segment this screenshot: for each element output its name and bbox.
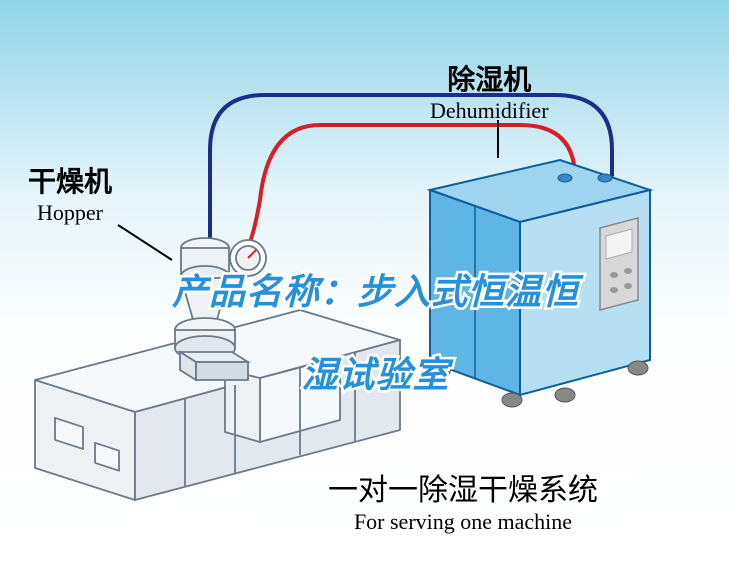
title-line1: 产品名称：步入式恒温恒 [172,271,579,312]
dehumidifier-label-en: Dehumidifier [430,98,549,124]
dehumidifier-label-cn: 除湿机 [430,58,549,98]
system-caption-en: For serving one machine [328,509,598,535]
system-caption-cn: 一对一除湿干燥系统 [328,465,598,509]
dehumidifier-label: 除湿机 Dehumidifier [430,58,549,124]
hopper-label: 干燥机 Hopper [28,160,112,226]
system-caption: 一对一除湿干燥系统 For serving one machine [328,465,598,535]
title-overlay: 产品名称：步入式恒温恒 湿试验室 [150,230,579,396]
hopper-label-cn: 干燥机 [28,160,112,200]
title-line2: 湿试验室 [302,354,450,395]
hopper-label-en: Hopper [28,200,112,226]
